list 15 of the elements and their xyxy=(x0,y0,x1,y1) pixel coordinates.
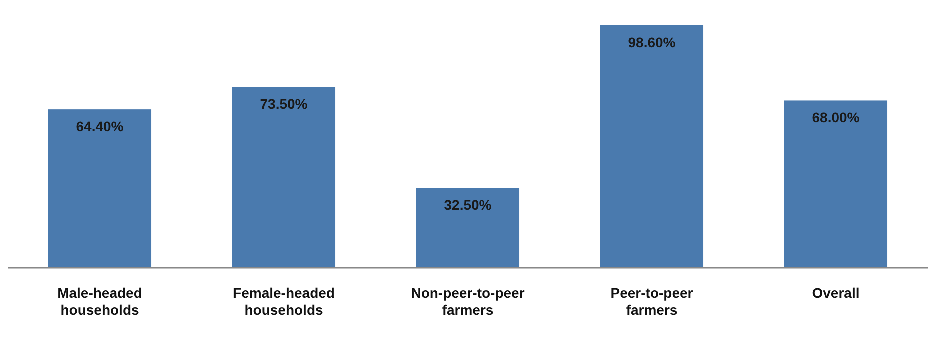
x-tick-label: Overall xyxy=(812,285,860,301)
data-label: 32.50% xyxy=(444,197,492,214)
data-label: 68.00% xyxy=(812,110,860,126)
bar xyxy=(232,87,336,268)
x-tick-label: Female-headed households xyxy=(233,285,335,318)
bar xyxy=(784,100,888,268)
bar xyxy=(48,110,152,268)
x-tick-label: Male-headed households xyxy=(58,285,142,318)
data-label: 73.50% xyxy=(260,96,308,112)
x-tick-label: Non-peer-to-peer farmers xyxy=(411,285,526,318)
bar xyxy=(600,25,704,268)
x-tick-label: Peer-to-peer farmers xyxy=(610,285,694,318)
bar xyxy=(416,188,520,268)
data-label: 64.40% xyxy=(76,118,124,135)
data-label: 98.60% xyxy=(628,34,676,50)
